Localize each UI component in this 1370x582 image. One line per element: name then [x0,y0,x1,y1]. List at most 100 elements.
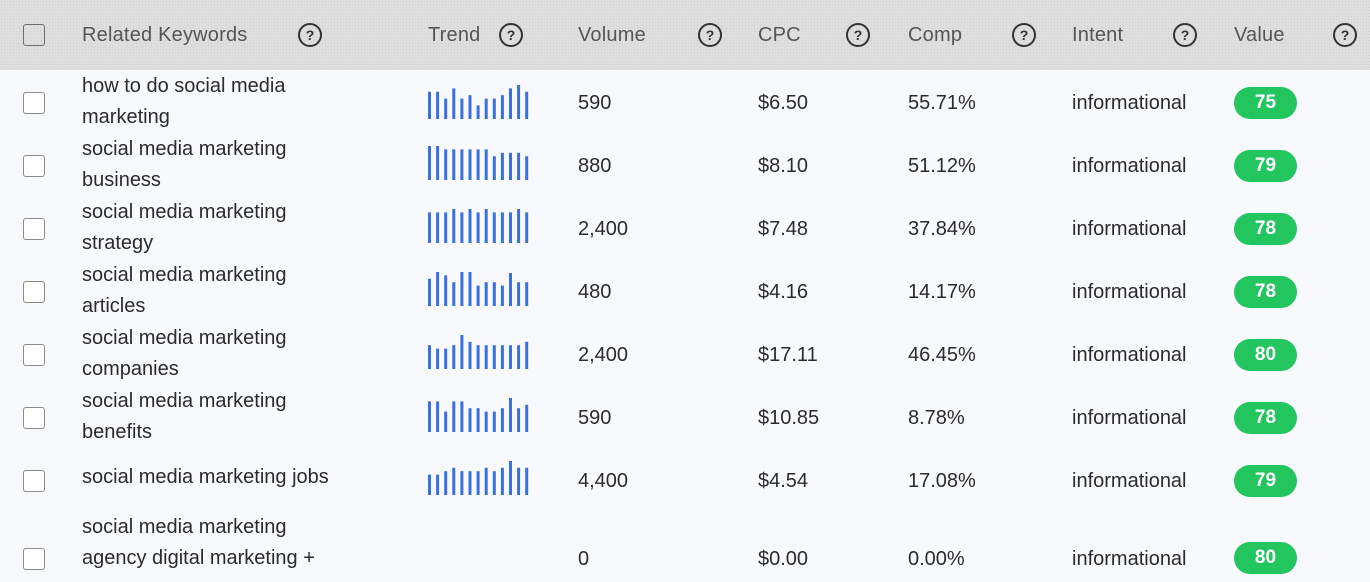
keyword-text[interactable]: social media marketing agency digital ma… [82,516,315,569]
trend-bar [484,345,488,369]
trend-bar [476,149,480,180]
row-checkbox[interactable] [23,281,45,303]
trend-bar [436,272,440,306]
comp-value: 14.17% [908,281,976,303]
volume-value: 2,400 [578,218,629,240]
trend-bar [428,278,431,306]
intent-value: informational [1072,548,1187,570]
row-checkbox[interactable] [23,92,45,114]
select-all-checkbox[interactable] [23,24,45,46]
volume-help-icon[interactable]: ? [698,23,722,47]
trend-bar [500,212,504,243]
trend-bar [517,282,521,306]
table-row: social media marketing agency digital ma… [0,512,1370,582]
column-header-cpc[interactable]: CPC [758,23,801,46]
trend-bar [460,98,464,119]
intent-help-icon[interactable]: ? [1173,23,1197,47]
cpc-value: $7.48 [758,218,809,240]
trend-bar [525,282,529,306]
trend-bar [517,152,521,180]
trend-bar [460,471,464,495]
volume-value: 480 [578,281,612,303]
cpc-help-icon[interactable]: ? [846,23,870,47]
trend-bar [476,285,480,306]
column-header-intent[interactable]: Intent [1072,23,1124,46]
trend-bar [436,212,440,243]
trend-bar [460,272,464,306]
keywords-help-icon[interactable]: ? [298,23,322,47]
trend-bar [452,467,456,495]
trend-sparkline [428,461,529,495]
comp-help-icon[interactable]: ? [1012,23,1036,47]
column-header-volume[interactable]: Volume [578,23,646,46]
trend-sparkline [428,209,529,243]
trend-bar [468,471,472,495]
trend-bar [452,282,456,306]
cpc-value: $6.50 [758,92,809,114]
keyword-text[interactable]: social media marketing benefits [82,390,287,443]
trend-bar [428,146,431,180]
trend-bar [476,212,480,243]
intent-value: informational [1072,407,1187,429]
cpc-value: $17.11 [758,344,818,366]
trend-bar [444,98,448,119]
row-checkbox[interactable] [23,218,45,240]
keyword-text[interactable]: social media marketing articles [82,264,287,317]
volume-value: 590 [578,92,612,114]
trend-bar [428,212,431,243]
column-header-comp[interactable]: Comp [908,23,963,46]
row-checkbox[interactable] [23,407,45,429]
value-badge: 78 [1234,402,1297,434]
table-row: social media marketing business 880 $8.1… [0,134,1370,197]
row-checkbox[interactable] [23,155,45,177]
trend-bar [468,272,472,306]
table-row: how to do social media marketing 590 $6.… [0,71,1370,134]
trend-bar [436,474,440,495]
column-header-trend[interactable]: Trend [428,23,481,46]
cpc-value: $4.54 [758,470,809,492]
trend-bar [484,282,488,306]
column-header-value[interactable]: Value [1234,23,1285,46]
trend-bar [517,467,521,495]
keyword-text[interactable]: social media marketing companies [82,327,287,380]
keyword-text[interactable]: social media marketing jobs [82,466,329,488]
trend-bar [492,345,496,369]
trend-bar [476,105,480,119]
trend-bar [428,401,431,432]
keyword-text[interactable]: social media marketing strategy [82,201,287,254]
trend-bar [517,85,521,119]
trend-bar [525,212,529,243]
trend-bar [525,404,529,432]
trend-bar [492,156,496,180]
keyword-text[interactable]: social media marketing business [82,138,287,191]
trend-bar [468,209,472,243]
row-checkbox[interactable] [23,548,45,570]
trend-bar [517,408,521,432]
trend-bar [492,411,496,432]
trend-bar [460,335,464,369]
volume-value: 4,400 [578,470,629,492]
trend-bar [468,408,472,432]
trend-bar [509,212,512,243]
column-header-keywords[interactable]: Related Keywords [82,23,248,46]
keyword-text[interactable]: how to do social media marketing [82,75,286,128]
trend-bar [500,467,504,495]
trend-bar [468,95,472,119]
trend-bar [444,411,448,432]
trend-bar [460,149,464,180]
trend-bar [468,149,472,180]
trend-bar [509,88,512,119]
comp-value: 8.78% [908,407,965,429]
trend-bar [500,285,504,306]
intent-value: informational [1072,218,1187,240]
value-help-icon[interactable]: ? [1333,23,1357,47]
trend-help-icon[interactable]: ? [499,23,523,47]
trend-bar [444,471,448,495]
cpc-value: $0.00 [758,548,809,570]
table-header: Related Keywords ? Trend ? Volume ? CPC … [0,0,1370,70]
trend-bar [452,401,456,432]
row-checkbox[interactable] [23,344,45,366]
trend-bar [500,152,504,180]
trend-sparkline [428,398,529,432]
row-checkbox[interactable] [23,470,45,492]
